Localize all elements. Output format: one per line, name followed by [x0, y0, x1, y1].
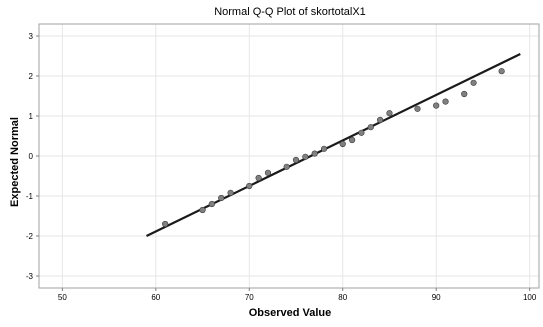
data-point	[377, 116, 384, 124]
data-point	[320, 145, 328, 152]
x-tick-label: 100	[523, 293, 537, 302]
data-points	[162, 68, 505, 228]
x-axis-label: Observed Value	[249, 307, 332, 319]
x-tick-label: 80	[338, 293, 347, 302]
data-point	[367, 124, 374, 131]
reference-line-group	[145, 53, 521, 237]
data-point	[386, 110, 393, 117]
data-point	[162, 220, 169, 228]
data-point	[498, 68, 505, 75]
data-point	[470, 79, 477, 86]
x-tick-label: 90	[432, 293, 441, 302]
x-tick-label: 50	[58, 293, 67, 302]
y-tick-label: 2	[29, 72, 34, 81]
data-point	[302, 153, 309, 160]
y-tick-label: 1	[29, 112, 34, 121]
data-point	[433, 102, 440, 109]
x-tick-label: 60	[151, 293, 160, 302]
data-point	[227, 189, 234, 196]
data-point	[442, 98, 449, 105]
y-tick-label: 0	[29, 152, 34, 161]
data-point	[208, 200, 215, 208]
data-point	[246, 182, 253, 190]
chart-title: Normal Q-Q Plot of skortotalX1	[214, 6, 366, 18]
data-point	[339, 140, 346, 148]
reference-line	[145, 53, 521, 237]
y-tick-label: -3	[26, 272, 34, 281]
data-point	[358, 129, 365, 136]
grid-lines	[39, 24, 539, 288]
data-point	[414, 105, 421, 112]
data-point	[311, 150, 318, 157]
data-point	[199, 206, 206, 214]
data-point	[218, 194, 225, 202]
data-point	[348, 136, 356, 144]
y-tick-label: -2	[26, 232, 34, 241]
axis-ticks: 50 60 70 80 90 100 -3 -2 -1 0 1 2 3	[26, 32, 537, 302]
data-point	[255, 174, 262, 182]
y-axis-label: Expected Normal	[9, 117, 21, 207]
y-tick-label: -1	[26, 192, 34, 201]
data-point	[292, 156, 300, 164]
data-point	[264, 169, 272, 176]
x-tick-label: 70	[245, 293, 254, 302]
data-point	[283, 163, 290, 170]
data-point	[461, 90, 468, 98]
y-tick-label: 3	[29, 32, 34, 41]
